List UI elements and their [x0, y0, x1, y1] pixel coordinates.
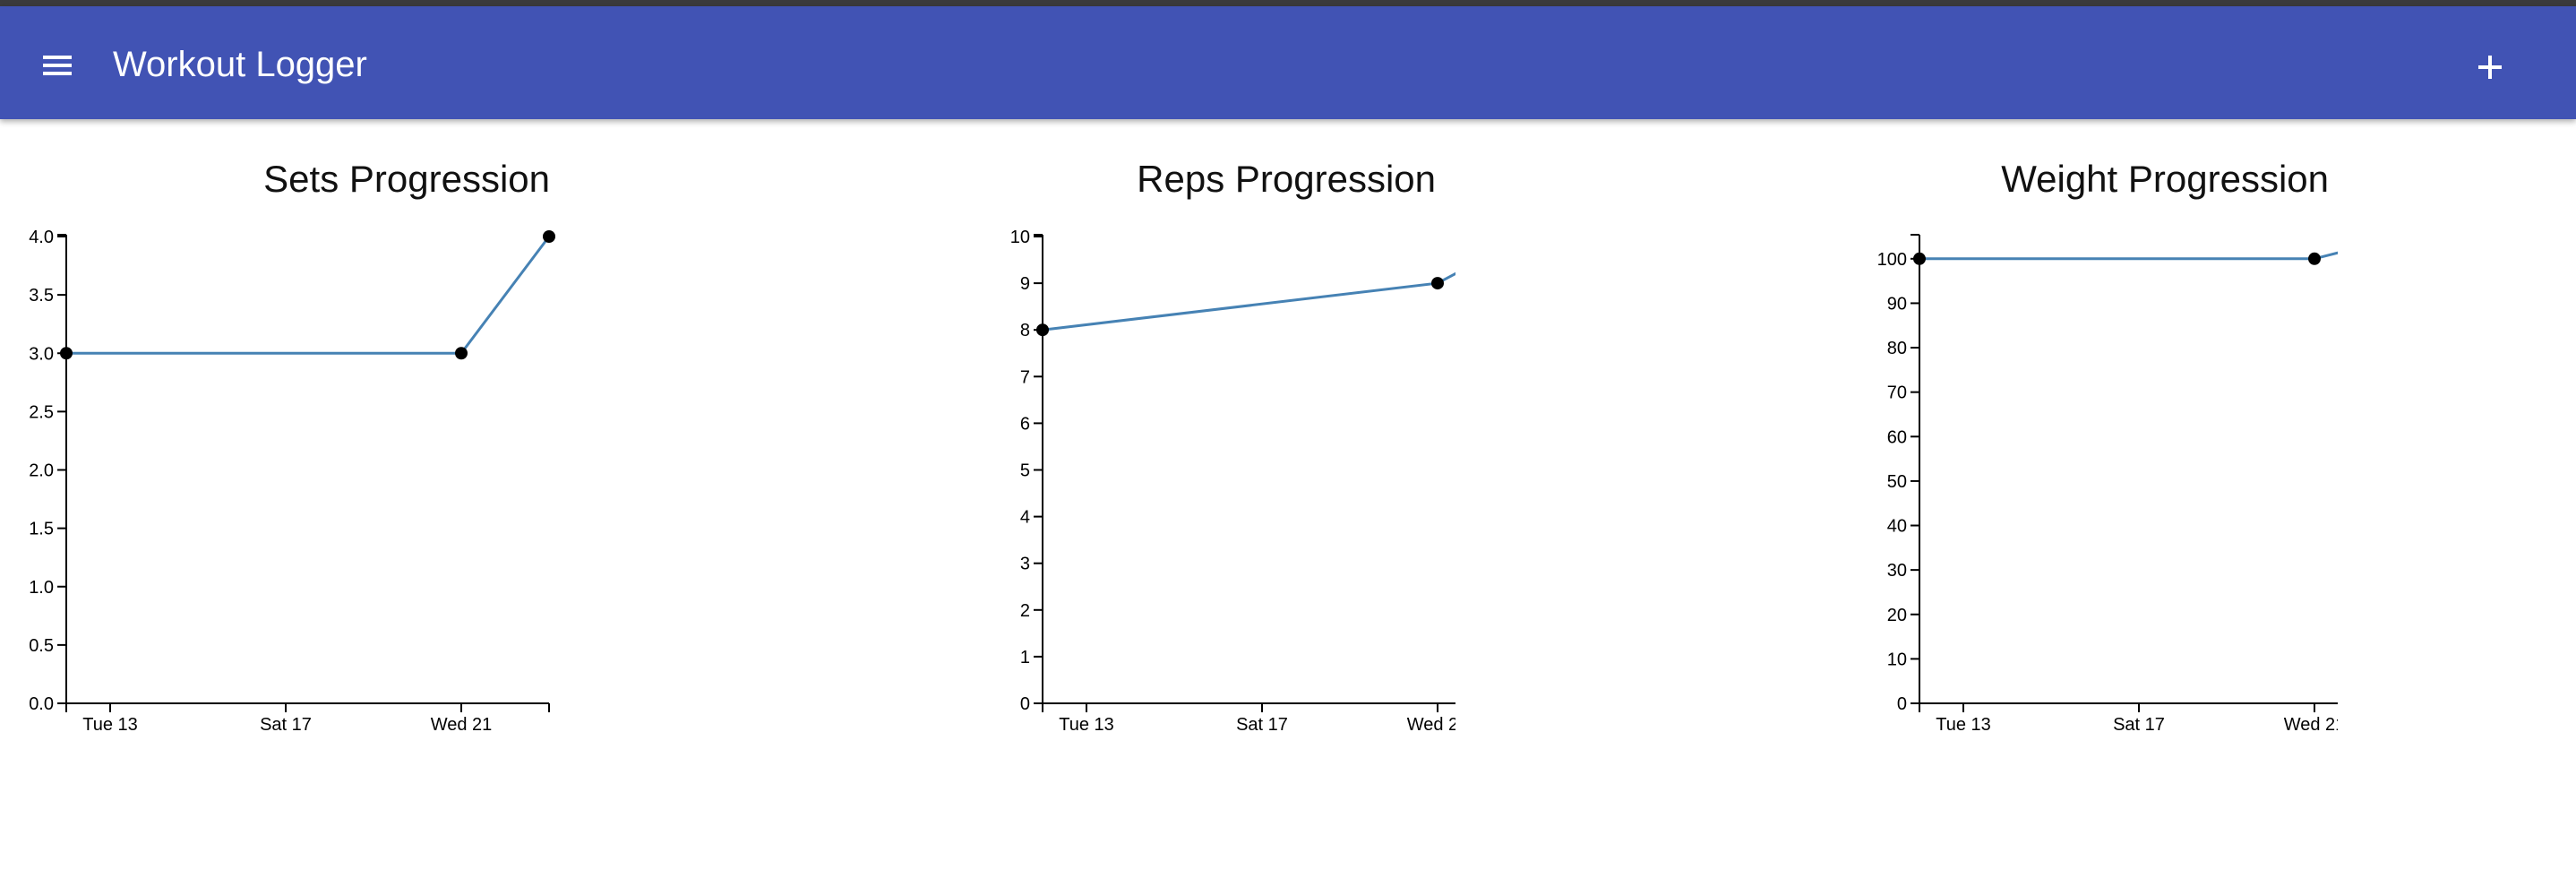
reps-chart: 0 1 2 3 4 5 6 7 8 9 10 Tue 13 Sat 17 Wed 21 — [1010, 228, 1455, 735]
series-line — [1042, 271, 1455, 332]
y-tick-label: 4.0 — [29, 228, 54, 247]
y-tick-label: 100 — [1877, 250, 1907, 270]
y-tick-label: 10 — [1887, 650, 1907, 669]
y-tick-label: 1.0 — [29, 578, 54, 598]
y-tick-label: 8 — [1020, 321, 1030, 340]
y-tick-label: 5 — [1020, 461, 1030, 481]
y-tick-label: 1.5 — [29, 520, 54, 539]
x-tick-label: Sat 17 — [260, 715, 312, 735]
hamburger-menu-icon — [43, 56, 72, 75]
y-tick-label: 2.5 — [29, 402, 54, 422]
menu-button[interactable] — [32, 40, 82, 90]
x-tick-label: Tue 13 — [82, 715, 138, 735]
data-point — [455, 347, 468, 360]
data-point — [1036, 323, 1049, 337]
chart-title: Reps Progression — [1137, 158, 1436, 200]
y-tick-label: 40 — [1887, 517, 1907, 537]
y-tick-label: 0.5 — [29, 636, 54, 656]
weight-chart-panel: Weight Progression 0 10 20 30 40 50 60 70 80 90 10… — [1756, 119, 2338, 887]
y-tick-label: 60 — [1887, 427, 1907, 447]
y-tick-label: 3.5 — [29, 286, 54, 306]
y-tick-label: 90 — [1887, 294, 1907, 314]
y-tick-label: 20 — [1887, 606, 1907, 625]
y-tick-label: 70 — [1887, 383, 1907, 403]
add-workout-button[interactable] — [2465, 42, 2515, 92]
sets-chart-panel: Sets Progression 0.0 0.5 1.0 1.5 2.0 2.5 3.0 3.… — [0, 119, 573, 887]
chart-title: Weight Progression — [2001, 158, 2329, 200]
y-tick-label: 2 — [1020, 601, 1030, 621]
y-tick-label: 0 — [1020, 694, 1030, 714]
data-point — [60, 347, 73, 360]
data-point — [543, 230, 555, 243]
y-tick-label: 1 — [1020, 648, 1030, 667]
y-tick-label: 80 — [1887, 339, 1907, 358]
x-tick-label: Wed 21 — [431, 715, 493, 735]
x-tick-label: Tue 13 — [1936, 715, 1991, 735]
y-tick-label: 6 — [1020, 414, 1030, 434]
y-tick-label: 30 — [1887, 561, 1907, 581]
y-tick-label: 10 — [1010, 228, 1030, 247]
y-tick-label: 4 — [1020, 508, 1030, 528]
y-tick-label: 3 — [1020, 555, 1030, 574]
chart-title: Sets Progression — [263, 158, 550, 200]
sets-chart: 0.0 0.5 1.0 1.5 2.0 2.5 3.0 3.5 4.0 Tue 13 Sat 17 W… — [29, 228, 555, 735]
data-point — [1913, 252, 1926, 265]
x-tick-label: Wed 21 — [1407, 715, 1455, 735]
y-tick-label: 9 — [1020, 274, 1030, 294]
data-point — [1431, 277, 1444, 290]
y-tick-label: 50 — [1887, 472, 1907, 492]
series-line — [1919, 251, 2338, 261]
x-tick-label: Sat 17 — [2113, 715, 2165, 735]
app-bar: Workout Logger — [0, 6, 2576, 119]
y-tick-label: 0.0 — [29, 694, 54, 714]
x-tick-label: Tue 13 — [1059, 715, 1114, 735]
y-tick-label: 0 — [1897, 694, 1907, 714]
series-line — [66, 236, 551, 355]
weight-chart: 0 10 20 30 40 50 60 70 80 90 100 Tue 13 Sat 17 Wed 21 — [1877, 234, 2338, 735]
window-top-border — [0, 0, 2576, 6]
x-tick-label: Sat 17 — [1236, 715, 1288, 735]
plus-icon — [2478, 56, 2502, 79]
y-tick-label: 3.0 — [29, 344, 54, 364]
x-tick-label: Wed 21 — [2284, 715, 2338, 735]
data-point — [2308, 252, 2321, 265]
y-tick-label: 2.0 — [29, 461, 54, 481]
app-title: Workout Logger — [113, 45, 367, 84]
y-tick-label: 7 — [1020, 367, 1030, 387]
reps-chart-panel: Reps Progression 0 1 2 3 4 5 6 7 8 9 10 Tue 13 Sat 1… — [864, 119, 1455, 887]
